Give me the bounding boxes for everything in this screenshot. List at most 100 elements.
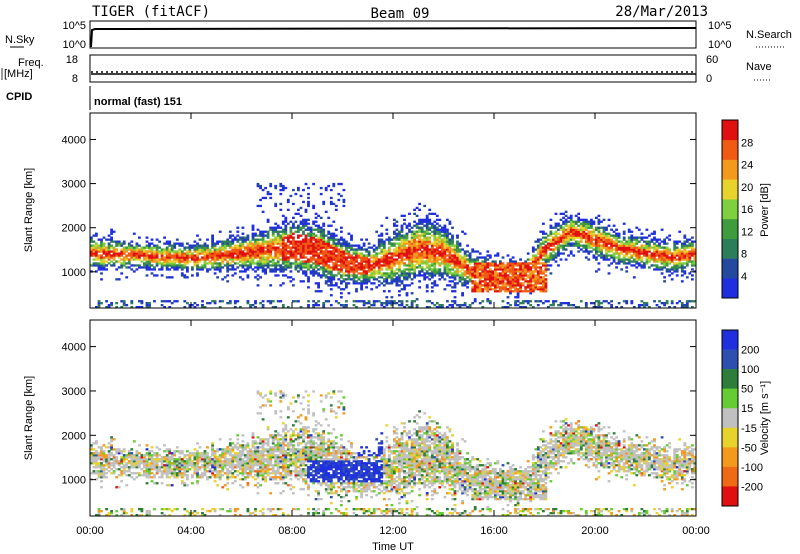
velocity-cell bbox=[143, 472, 146, 475]
power-cell bbox=[418, 202, 421, 206]
power-cell bbox=[398, 300, 401, 303]
power-cell bbox=[501, 288, 505, 291]
power-cell bbox=[405, 242, 409, 245]
power-cell bbox=[645, 258, 649, 261]
power-cell bbox=[430, 302, 434, 305]
power-cell bbox=[236, 246, 240, 249]
power-cell bbox=[158, 252, 161, 255]
power-cell bbox=[102, 246, 106, 249]
power-cell bbox=[276, 274, 280, 277]
velocity-cell bbox=[150, 464, 154, 467]
power-cell bbox=[413, 260, 416, 263]
power-cell bbox=[438, 274, 442, 277]
power-cell bbox=[355, 244, 358, 247]
power-cell bbox=[410, 264, 414, 267]
power-cell bbox=[408, 264, 411, 267]
power-cell bbox=[264, 242, 267, 245]
power-cell bbox=[261, 246, 265, 249]
power-cell bbox=[592, 244, 596, 247]
power-cell bbox=[150, 264, 154, 267]
power-cell bbox=[173, 246, 177, 249]
velocity-cell bbox=[168, 514, 172, 517]
velocity-cell bbox=[153, 466, 156, 469]
power-cell bbox=[531, 276, 535, 279]
power-cell bbox=[544, 268, 548, 271]
power-cell bbox=[191, 246, 194, 249]
power-cell bbox=[352, 248, 356, 251]
power-cell bbox=[117, 254, 121, 257]
power-cell bbox=[539, 280, 543, 283]
power-cell bbox=[264, 272, 267, 275]
power-cell bbox=[468, 258, 472, 261]
velocity-cell bbox=[110, 464, 113, 467]
power-cell bbox=[428, 220, 432, 223]
power-cell bbox=[289, 280, 293, 283]
power-cell bbox=[433, 264, 437, 267]
power-cell bbox=[168, 256, 172, 259]
power-cell bbox=[180, 244, 184, 247]
power-cell bbox=[276, 242, 280, 245]
date-title: 28/Mar/2013 bbox=[615, 4, 708, 20]
power-cell bbox=[572, 304, 576, 307]
power-cell bbox=[158, 260, 161, 263]
velocity-cell bbox=[163, 466, 166, 469]
power-cell bbox=[685, 238, 689, 241]
power-cell bbox=[170, 264, 174, 267]
power-cell bbox=[352, 266, 356, 269]
velocity-cell bbox=[153, 458, 156, 461]
power-cell bbox=[451, 240, 454, 243]
power-cell bbox=[180, 268, 184, 271]
power-cell bbox=[140, 246, 144, 249]
velocity-cell bbox=[201, 476, 204, 479]
power-cell bbox=[393, 300, 396, 303]
power-cell bbox=[294, 192, 298, 196]
power-cell bbox=[145, 250, 149, 253]
power-cell bbox=[317, 214, 320, 217]
power-cell bbox=[680, 242, 684, 245]
power-cell bbox=[148, 244, 151, 247]
power-cell bbox=[410, 266, 414, 269]
power-cell bbox=[425, 276, 429, 279]
power-cell bbox=[299, 264, 303, 267]
power-cell bbox=[597, 306, 601, 309]
power-cell bbox=[488, 262, 492, 265]
power-cell bbox=[420, 226, 424, 229]
power-cell bbox=[393, 280, 396, 283]
power-cell bbox=[430, 258, 434, 261]
power-cell bbox=[244, 270, 247, 273]
power-cell bbox=[473, 268, 477, 271]
velocity-cell bbox=[97, 466, 101, 469]
power-cell bbox=[408, 276, 411, 279]
power-cell bbox=[590, 234, 593, 237]
power-cell bbox=[155, 262, 159, 265]
power-cell bbox=[307, 268, 310, 271]
power-cell bbox=[491, 274, 495, 277]
power-cell bbox=[438, 304, 442, 307]
power-cell bbox=[327, 260, 331, 263]
velocity-cell bbox=[120, 460, 124, 463]
power-cell bbox=[228, 262, 232, 265]
power-cell bbox=[226, 280, 230, 283]
power-cell bbox=[534, 248, 538, 251]
power-cell bbox=[446, 270, 449, 273]
power-cell bbox=[625, 300, 629, 303]
power-cell bbox=[544, 262, 548, 265]
power-cell bbox=[201, 300, 204, 303]
power-cell bbox=[269, 182, 273, 186]
velocity-cell bbox=[173, 460, 177, 463]
power-cell bbox=[340, 236, 343, 239]
velocity-cell bbox=[158, 466, 161, 469]
velocity-cell bbox=[196, 458, 199, 461]
power-cell bbox=[274, 228, 278, 231]
power-cell bbox=[223, 258, 227, 261]
power-cell bbox=[456, 250, 459, 253]
power-cell bbox=[281, 268, 285, 271]
power-cell bbox=[418, 228, 421, 231]
power-cell bbox=[534, 240, 538, 243]
power-cell bbox=[423, 236, 427, 239]
power-cell bbox=[572, 230, 576, 233]
power-cell bbox=[605, 246, 608, 249]
power-cell bbox=[680, 250, 684, 253]
power-cell bbox=[468, 272, 472, 275]
power-cell bbox=[307, 218, 310, 221]
